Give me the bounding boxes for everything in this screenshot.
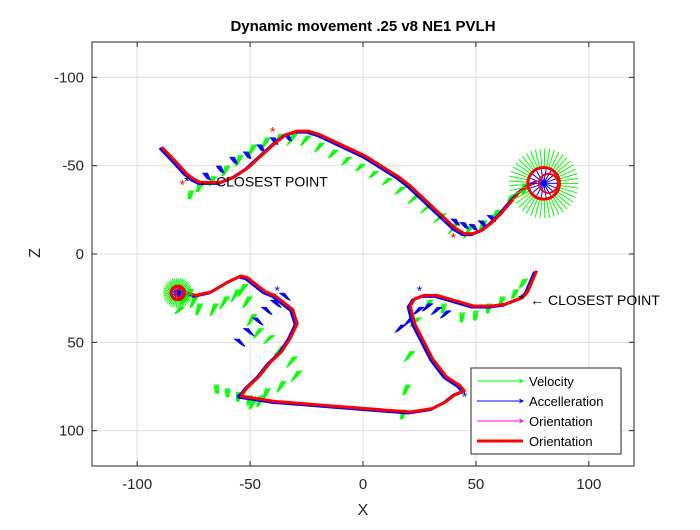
loop-velocity-arrow — [544, 199, 545, 218]
quiver-arrow — [226, 388, 227, 397]
closest-point-annotation: ← CLOSEST POINT — [198, 174, 328, 190]
point-marker: * — [462, 388, 468, 404]
x-tick-label: -100 — [122, 476, 152, 493]
closest-point-annotation: ← CLOSEST POINT — [530, 292, 660, 308]
legend-label: Accelleration — [529, 394, 603, 409]
loop-velocity-arrow — [544, 149, 545, 168]
legend-label: Orientation — [529, 414, 593, 429]
x-tick-label: 50 — [468, 476, 485, 493]
point-marker: * — [274, 282, 280, 298]
x-tick-label: 100 — [576, 476, 601, 493]
y-tick-label: 0 — [76, 246, 84, 263]
legend-label: Velocity — [529, 374, 574, 389]
point-marker: * — [451, 229, 457, 245]
point-marker: * — [270, 123, 276, 139]
x-tick-label: 0 — [359, 476, 367, 493]
legend-label: Orientation — [529, 434, 593, 449]
point-marker: * — [184, 173, 190, 189]
y-tick-label: 50 — [67, 334, 84, 351]
y-axis-label: Z — [27, 248, 44, 258]
point-marker: * — [417, 282, 423, 298]
point-marker: * — [236, 390, 242, 406]
point-marker: * — [518, 291, 524, 307]
y-tick-label: -50 — [62, 158, 84, 175]
y-tick-label: 100 — [59, 423, 84, 440]
x-axis-label: X — [358, 502, 369, 519]
legend: Velocity Accelleration Orientation Orientat… — [471, 368, 621, 454]
y-tick-label: -100 — [54, 69, 84, 86]
chart-title: Dynamic movement .25 v8 NE1 PVLH — [230, 18, 495, 35]
x-tick-label: -50 — [239, 476, 261, 493]
